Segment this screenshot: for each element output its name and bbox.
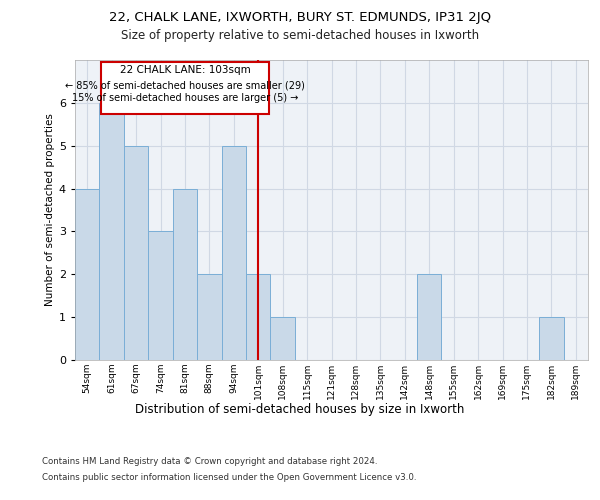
- Bar: [100, 103, 124, 360]
- Text: Contains HM Land Registry data © Crown copyright and database right 2024.: Contains HM Land Registry data © Crown c…: [42, 458, 377, 466]
- Bar: [75, 188, 100, 360]
- Y-axis label: Number of semi-detached properties: Number of semi-detached properties: [44, 114, 55, 306]
- Bar: [124, 146, 148, 360]
- Bar: [271, 317, 295, 360]
- Bar: [221, 146, 246, 360]
- Bar: [417, 274, 442, 360]
- Text: Contains public sector information licensed under the Open Government Licence v3: Contains public sector information licen…: [42, 472, 416, 482]
- Text: 22, CHALK LANE, IXWORTH, BURY ST. EDMUNDS, IP31 2JQ: 22, CHALK LANE, IXWORTH, BURY ST. EDMUND…: [109, 11, 491, 24]
- Bar: [148, 232, 173, 360]
- Bar: [197, 274, 221, 360]
- Text: 22 CHALK LANE: 103sqm: 22 CHALK LANE: 103sqm: [119, 65, 250, 75]
- Bar: [246, 274, 271, 360]
- Text: Size of property relative to semi-detached houses in Ixworth: Size of property relative to semi-detach…: [121, 29, 479, 42]
- Text: ← 85% of semi-detached houses are smaller (29): ← 85% of semi-detached houses are smalle…: [65, 80, 305, 90]
- Text: 15% of semi-detached houses are larger (5) →: 15% of semi-detached houses are larger (…: [72, 94, 298, 104]
- Text: Distribution of semi-detached houses by size in Ixworth: Distribution of semi-detached houses by …: [136, 402, 464, 415]
- Bar: [539, 317, 563, 360]
- Bar: [173, 188, 197, 360]
- FancyBboxPatch shape: [101, 62, 269, 114]
